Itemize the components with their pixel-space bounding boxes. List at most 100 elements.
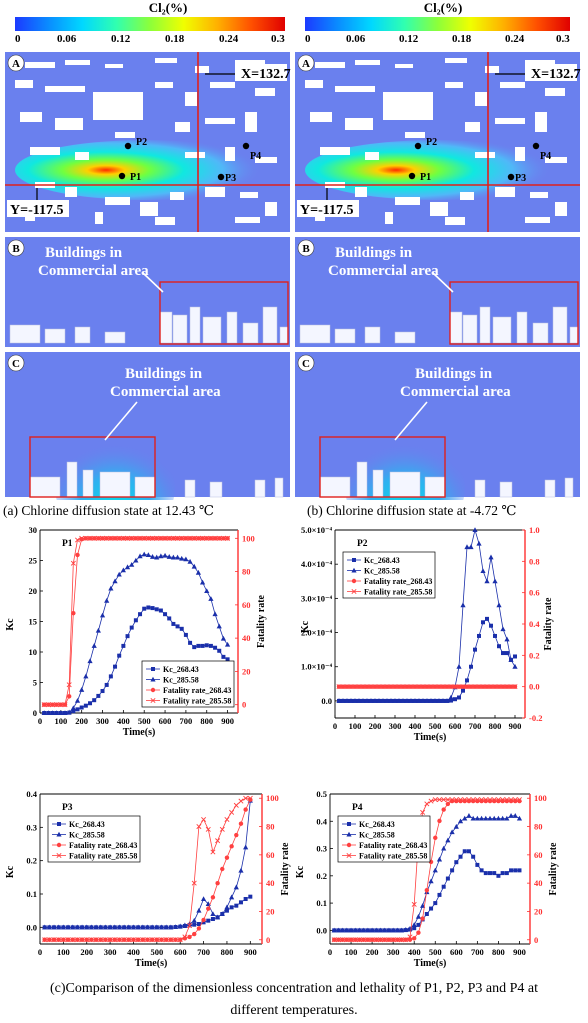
x-tick-label: 300 [96,716,109,726]
marker-x [65,937,71,943]
area-label-line2: Commercial area [110,384,221,400]
x-tick-label: 800 [492,947,505,957]
x-tick-label: 800 [200,716,213,726]
y-tick-label: 25 [29,556,38,566]
y-axis-label: Kc [295,865,306,878]
marker-triangle [42,924,48,930]
marker-triangle [196,907,202,913]
marker-x [500,684,506,690]
marker-triangle [210,911,216,916]
marker-triangle [436,698,442,703]
marker-x [79,937,85,943]
building [242,322,259,344]
marker-square [158,608,163,613]
caption-bottom-line1: (c)Comparison of the dimensionless conce… [50,981,538,996]
building [356,461,368,498]
marker-triangle [65,924,71,930]
building [262,306,278,344]
y-section-label: Y=-117.5 [300,203,353,218]
marker-triangle [168,924,174,930]
building [155,217,175,225]
colorbar-tick-label: 0.12 [399,33,419,45]
building [105,197,130,205]
y2-tick-label: 100 [242,533,255,543]
marker-circle [192,931,197,937]
marker-triangle [51,924,57,930]
marker-triangle [445,837,451,843]
monitor-point-label: P1 [130,172,141,183]
y2-axis-label: Fatality rate [543,597,554,651]
x-tick-label: 300 [389,721,402,731]
marker-x [376,684,382,690]
building [82,469,94,498]
marker-x [182,934,188,940]
marker-x [407,934,413,940]
marker-x [74,937,80,943]
marker-triangle [500,815,506,821]
marker-triangle [500,626,506,632]
y2-tick-label: 40 [534,878,543,888]
y-tick-label: 0.3 [316,844,327,854]
marker-square [505,651,509,656]
building [75,152,89,160]
marker-x [102,937,108,943]
panel-b-background [5,237,290,347]
marker-triangle [145,552,151,558]
legend-entry: Kc_285.58 [163,676,199,685]
marker-square [133,618,138,623]
marker-triangle [56,924,62,930]
building [159,311,173,344]
marker-x [125,535,131,541]
y-axis-label: Kc [5,618,16,631]
y2-tick-label: 20 [266,906,275,916]
marker-triangle [453,823,459,829]
panel-c: C Buildings in Commercial area [295,352,580,500]
marker-triangle [84,924,90,930]
marker-square [108,674,113,679]
marker-x [54,702,60,708]
marker-square [179,626,184,631]
marker-square [150,606,155,611]
marker-triangle [224,904,230,910]
marker-x [464,684,470,690]
marker-x [145,535,151,541]
marker-triangle [83,673,89,679]
y-tick-label: 15 [29,617,38,627]
building [499,481,513,498]
marker-x [360,684,366,690]
building [172,314,188,344]
x-section-label: X=132.7 [531,67,581,82]
marker-square [75,707,80,712]
building [515,147,525,161]
marker-square [513,654,517,659]
building [15,80,33,88]
marker-x [491,797,497,803]
marker-triangle [54,710,60,715]
y2-axis-label: Fatality rate [256,594,267,648]
marker-x [126,937,132,943]
marker-square [493,633,497,638]
area-pointer [104,401,138,441]
marker-square [517,868,522,873]
y2-tick-label: 0 [266,935,270,945]
x-tick-label: 800 [221,947,234,957]
building [475,152,495,158]
colorbar-tick-label: 0.12 [111,33,131,45]
building [334,328,356,344]
marker-square [471,854,476,859]
marker-triangle [361,927,367,933]
building [345,118,373,130]
chart-title: P1 [62,539,73,549]
marker-triangle [351,567,357,573]
colorbar-title: Cl₂(%) [423,0,463,15]
marker-triangle [376,698,382,703]
building [315,62,345,68]
marker-x [210,849,216,855]
marker-x [175,535,181,541]
marker-triangle [60,924,66,930]
marker-square [96,693,101,698]
marker-triangle [41,710,47,715]
building [372,469,384,498]
marker-circle [220,866,225,872]
panel-letter: A [12,58,20,70]
